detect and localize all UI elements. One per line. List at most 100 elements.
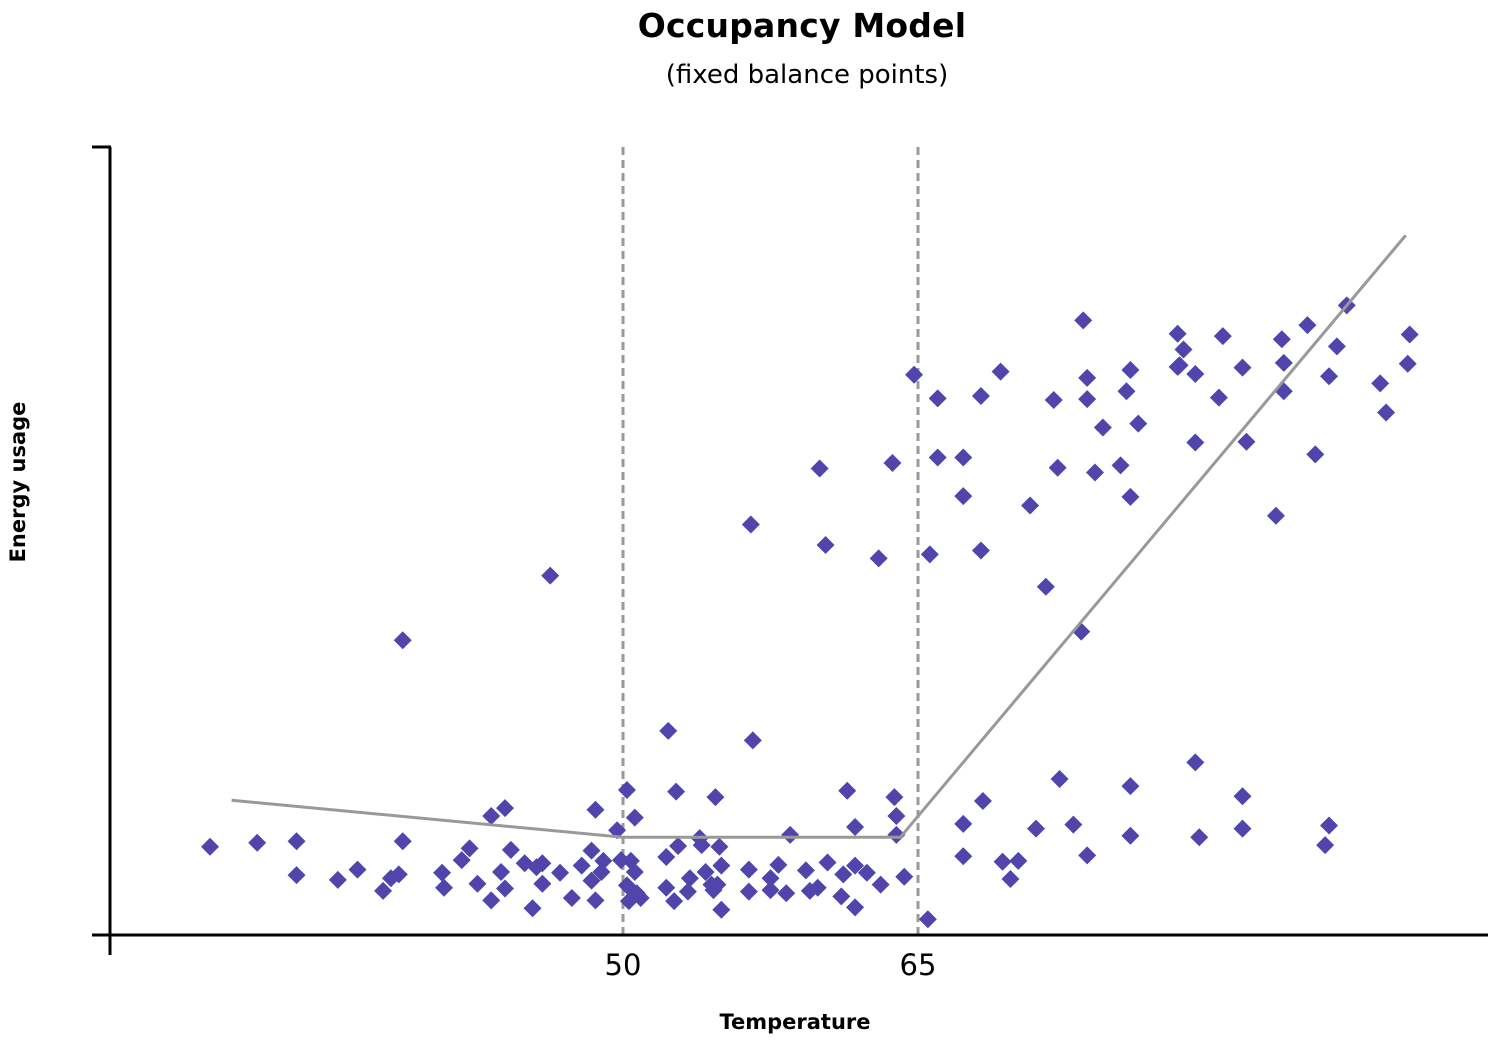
data-point [1027,819,1046,838]
data-point [1298,316,1317,335]
data-point [1072,622,1091,641]
data-point [857,863,876,882]
data-point [1174,340,1193,359]
data-point [954,814,973,833]
data-point [1371,374,1390,393]
model-fit-line [231,234,1407,839]
data-point [348,860,367,879]
data-point [1398,354,1417,373]
data-point [657,847,676,866]
data-point [708,875,727,894]
data-point [769,855,788,874]
data-point [739,860,758,879]
data-point [971,541,990,560]
data-point [625,808,644,827]
data-point [816,535,835,554]
data-point [761,881,780,900]
data-point [1086,463,1105,482]
data-point [796,861,815,880]
data-point [1320,816,1339,835]
data-point [1078,368,1097,387]
data-point [1274,382,1293,401]
data-point [928,448,947,467]
chart-subtitle: (fixed balance points) [665,60,949,90]
data-point [435,878,454,897]
data-point [905,365,924,384]
data-point [973,792,992,811]
data-point [1306,445,1325,464]
data-point [612,851,631,870]
data-point [495,799,514,818]
data-point [1320,367,1339,386]
data-point [781,825,800,844]
data-point [1048,458,1067,477]
data-point [1274,353,1293,372]
data-point [712,856,731,875]
data-point [665,892,684,911]
data-point [1093,418,1112,437]
data-point [482,807,501,826]
data-point [1044,390,1063,409]
data-point [1209,388,1228,407]
data-point [1377,403,1396,422]
data-point [1001,870,1020,889]
data-point [1233,819,1252,838]
data-point [572,856,591,875]
data-point [1121,487,1140,506]
data-point [625,862,644,881]
data-point [1121,361,1140,380]
data-point [433,863,452,882]
data-point [200,837,219,856]
data-point [586,891,605,910]
data-point [706,788,725,807]
data-point [533,874,552,893]
data-point [1009,851,1028,870]
data-point [928,389,947,408]
data-point [887,825,906,844]
data-point [818,853,837,872]
data-point [1078,390,1097,409]
data-point [710,837,729,856]
data-point [1168,357,1187,376]
data-point [1064,815,1083,834]
data-point [482,891,501,910]
data-point [810,459,829,478]
data-point [1266,506,1285,525]
data-point [1272,330,1291,349]
data-point [883,453,902,472]
data-point [617,781,636,800]
data-point [712,900,731,919]
data-point [678,882,697,901]
data-point [777,884,796,903]
scatter-points [200,296,1419,929]
data-point [374,881,393,900]
data-point [696,862,715,881]
data-point [741,515,760,534]
data-point [389,865,408,884]
data-point [452,851,471,870]
data-point [1327,337,1346,356]
data-point [248,833,267,852]
data-point [287,866,306,885]
data-point [460,839,479,858]
data-point [1400,325,1419,344]
data-point [834,865,853,884]
data-point [1190,828,1209,847]
data-point [1021,496,1040,515]
data-point [393,631,412,650]
data-point [659,721,678,740]
data-point [328,870,347,889]
data-point [657,878,676,897]
data-point [887,807,906,826]
data-point [1213,327,1232,346]
data-point [1036,577,1055,596]
data-point [954,487,973,506]
data-point [1233,787,1252,806]
data-point [287,832,306,851]
data-point [669,836,688,855]
data-point [761,869,780,888]
data-point [885,788,904,807]
data-point [680,869,699,888]
data-point [692,836,711,855]
